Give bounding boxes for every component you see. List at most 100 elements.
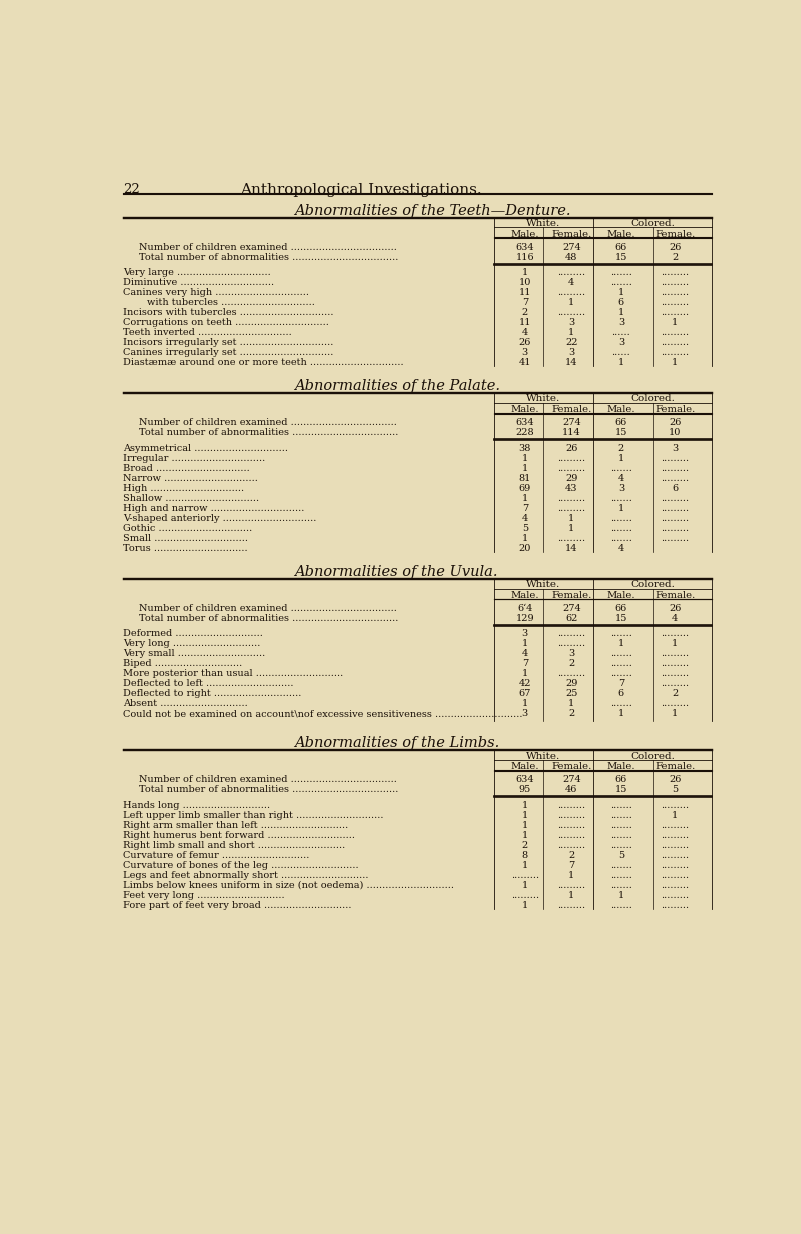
Text: Irregular ..............................: Irregular ..............................: [123, 454, 266, 463]
Text: Colored.: Colored.: [630, 580, 675, 589]
Text: White.: White.: [526, 580, 561, 589]
Text: Female.: Female.: [655, 230, 695, 238]
Text: 274: 274: [562, 418, 581, 427]
Text: Male.: Male.: [606, 405, 635, 415]
Text: .........: .........: [661, 268, 689, 278]
Text: Male.: Male.: [606, 591, 635, 600]
Text: .........: .........: [661, 861, 689, 870]
Text: 48: 48: [566, 253, 578, 262]
Text: 20: 20: [518, 544, 531, 553]
Text: 1: 1: [618, 891, 624, 900]
Text: 1: 1: [521, 669, 528, 679]
Text: 66: 66: [615, 775, 627, 785]
Text: 15: 15: [614, 253, 627, 262]
Text: .......: .......: [610, 830, 632, 840]
Text: 7: 7: [521, 503, 528, 513]
Text: 4: 4: [618, 474, 624, 482]
Text: .........: .........: [557, 669, 586, 679]
Text: .........: .........: [557, 639, 586, 648]
Text: .........: .........: [661, 649, 689, 659]
Text: Hands long ............................: Hands long ............................: [123, 801, 271, 810]
Text: .........: .........: [661, 494, 689, 502]
Text: .........: .........: [661, 629, 689, 638]
Text: Torus ..............................: Torus ..............................: [123, 544, 248, 553]
Text: Feet very long ............................: Feet very long .........................…: [123, 891, 285, 900]
Text: Gothic ..............................: Gothic ..............................: [123, 524, 252, 533]
Text: Male.: Male.: [510, 230, 539, 238]
Text: Number of children examined ..................................: Number of children examined ............…: [139, 418, 396, 427]
Text: Number of children examined ..................................: Number of children examined ............…: [139, 603, 396, 613]
Text: 22: 22: [123, 183, 140, 196]
Text: .......: .......: [610, 901, 632, 909]
Text: 114: 114: [562, 428, 581, 437]
Text: .........: .........: [557, 268, 586, 278]
Text: 274: 274: [562, 243, 581, 252]
Text: Canines very high ..............................: Canines very high ......................…: [123, 289, 309, 297]
Text: .........: .........: [661, 891, 689, 900]
Text: 95: 95: [519, 786, 531, 795]
Text: 1: 1: [568, 513, 574, 523]
Text: .........: .........: [661, 871, 689, 880]
Text: 228: 228: [516, 428, 534, 437]
Text: .........: .........: [661, 278, 689, 288]
Text: .........: .........: [661, 289, 689, 297]
Text: Small ..............................: Small ..............................: [123, 534, 248, 543]
Text: 1: 1: [618, 639, 624, 648]
Text: 29: 29: [566, 474, 578, 482]
Text: Curvature of bones of the leg ............................: Curvature of bones of the leg ..........…: [123, 861, 359, 870]
Text: Male.: Male.: [606, 763, 635, 771]
Text: Colored.: Colored.: [630, 395, 675, 404]
Text: Number of children examined ..................................: Number of children examined ............…: [139, 775, 396, 785]
Text: 1: 1: [521, 639, 528, 648]
Text: 2: 2: [568, 710, 574, 718]
Text: 1: 1: [521, 268, 528, 278]
Text: Abnormalities of the Palate.: Abnormalities of the Palate.: [294, 379, 500, 394]
Text: Incisors with tubercles ..............................: Incisors with tubercles ................…: [123, 308, 334, 317]
Text: 62: 62: [566, 615, 578, 623]
Text: 7: 7: [521, 299, 528, 307]
Text: 1: 1: [521, 881, 528, 890]
Text: 1: 1: [618, 289, 624, 297]
Text: .........: .........: [661, 464, 689, 473]
Text: 3: 3: [618, 318, 624, 327]
Text: 4: 4: [521, 513, 528, 523]
Text: 274: 274: [562, 603, 581, 613]
Text: 7: 7: [618, 680, 624, 689]
Text: 5: 5: [521, 524, 528, 533]
Text: 1: 1: [568, 328, 574, 337]
Text: Anthropological Investigations.: Anthropological Investigations.: [239, 183, 481, 196]
Text: 81: 81: [518, 474, 531, 482]
Text: 1: 1: [521, 464, 528, 473]
Text: 2: 2: [672, 690, 678, 698]
Text: Abnormalities of the Limbs.: Abnormalities of the Limbs.: [294, 737, 499, 750]
Text: 6‘4: 6‘4: [517, 603, 533, 613]
Text: Diminutive ..............................: Diminutive .............................…: [123, 278, 275, 288]
Text: Corrugations on teeth ..............................: Corrugations on teeth ..................…: [123, 318, 329, 327]
Text: 4: 4: [568, 278, 574, 288]
Text: .........: .........: [557, 494, 586, 502]
Text: 6: 6: [618, 690, 624, 698]
Text: .........: .........: [661, 700, 689, 708]
Text: .........: .........: [661, 534, 689, 543]
Text: Right humerus bent forward ............................: Right humerus bent forward .............…: [123, 830, 356, 840]
Text: 7: 7: [568, 861, 574, 870]
Text: Colored.: Colored.: [630, 218, 675, 228]
Text: 26: 26: [669, 243, 682, 252]
Text: 1: 1: [618, 308, 624, 317]
Text: 42: 42: [518, 680, 531, 689]
Text: 1: 1: [618, 454, 624, 463]
Text: 1: 1: [672, 318, 678, 327]
Text: 41: 41: [518, 358, 531, 368]
Text: 1: 1: [521, 901, 528, 909]
Text: .......: .......: [610, 801, 632, 810]
Text: Biped ............................: Biped ............................: [123, 659, 243, 669]
Text: Could not be examined on account\nof excessive sensitiveness ...................: Could not be examined on account\nof exc…: [123, 710, 523, 718]
Text: More posterior than usual ............................: More posterior than usual ..............…: [123, 669, 344, 679]
Text: 3: 3: [672, 444, 678, 453]
Text: .......: .......: [610, 659, 632, 669]
Text: .......: .......: [610, 881, 632, 890]
Text: 8: 8: [521, 851, 528, 860]
Text: 1: 1: [568, 524, 574, 533]
Text: .......: .......: [610, 821, 632, 830]
Text: 3: 3: [568, 649, 574, 659]
